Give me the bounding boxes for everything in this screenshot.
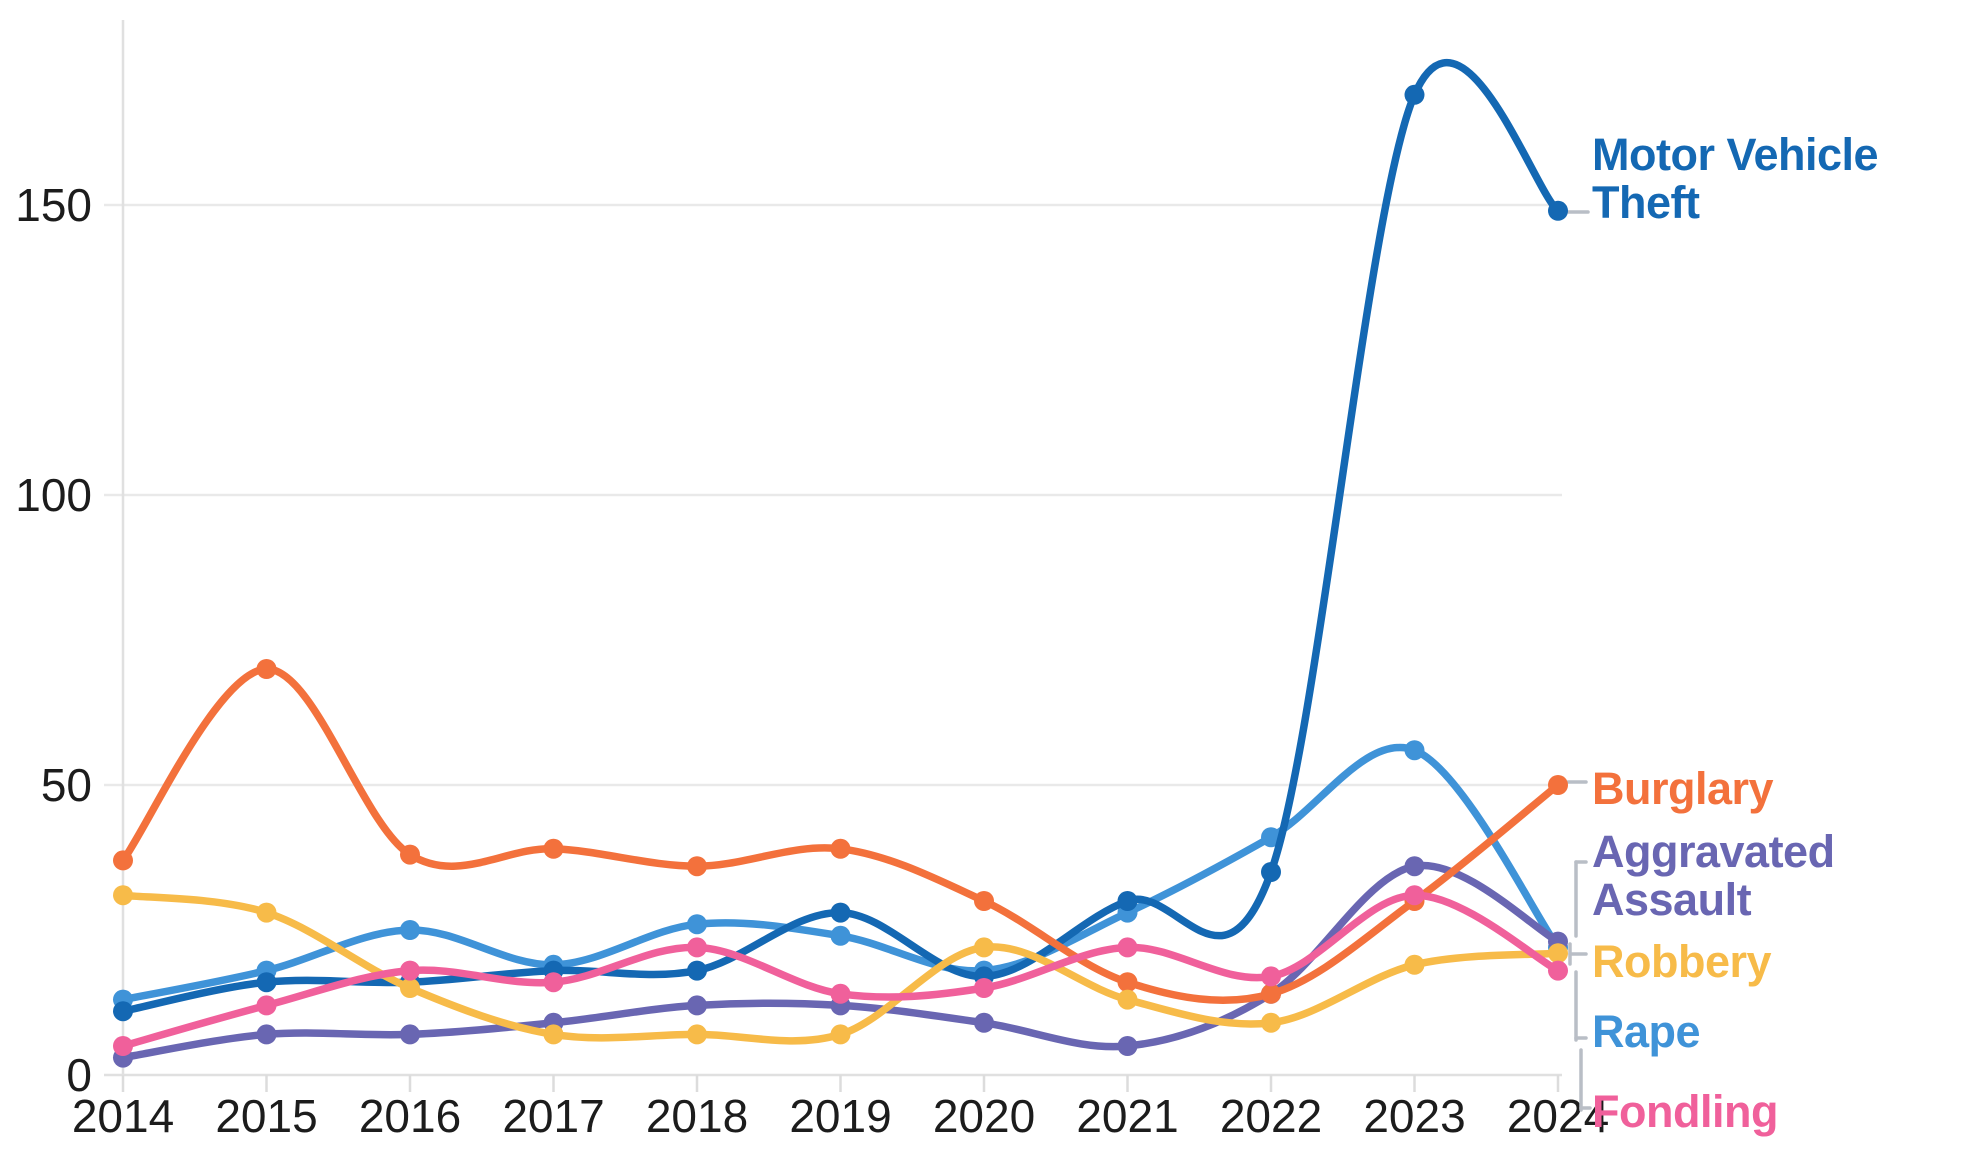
data-point-rape-2023 xyxy=(1404,740,1425,761)
line-rape xyxy=(119,743,1562,1004)
data-point-motor-vehicle-theft-2019 xyxy=(830,902,851,923)
data-point-robbery-2023 xyxy=(1404,954,1425,975)
data-point-aggravated-assault-2016 xyxy=(400,1024,420,1045)
line-aggravated-assault xyxy=(119,861,1562,1062)
y-axis-tick-label-100: 100 xyxy=(15,469,92,521)
data-point-burglary-2015 xyxy=(256,659,277,679)
series-label-burglary: Burglary xyxy=(1592,763,1774,814)
x-axis-tick-label-2017: 2017 xyxy=(502,1090,604,1142)
data-point-robbery-2022 xyxy=(1261,1012,1281,1033)
x-axis-tick-label-2023: 2023 xyxy=(1363,1090,1465,1142)
data-point-robbery-2020 xyxy=(974,937,994,958)
data-point-fondling-2020 xyxy=(974,978,994,998)
data-point-fondling-2021 xyxy=(1117,937,1138,958)
data-point-fondling-2022 xyxy=(1261,966,1281,987)
data-point-motor-vehicle-theft-2022 xyxy=(1261,862,1281,882)
series-label-robbery: Robbery xyxy=(1592,936,1772,987)
data-point-burglary-2020 xyxy=(974,891,994,911)
x-axis-tick-label-2022: 2022 xyxy=(1220,1090,1322,1142)
x-axis-tick-label-2015: 2015 xyxy=(215,1090,317,1142)
data-point-fondling-2019 xyxy=(830,983,851,1004)
x-axis-tick-label-2024: 2024 xyxy=(1507,1090,1609,1142)
data-point-burglary-2017 xyxy=(543,838,564,859)
x-axis-tick-label-2019: 2019 xyxy=(789,1090,891,1142)
data-point-robbery-2016 xyxy=(400,978,420,998)
x-axis-tick-label-2021: 2021 xyxy=(1076,1090,1178,1142)
data-point-aggravated-assault-2021 xyxy=(1117,1036,1138,1056)
data-point-motor-vehicle-theft-2024 xyxy=(1548,200,1568,221)
data-point-fondling-2015 xyxy=(256,995,277,1016)
data-point-rape-2018 xyxy=(687,914,707,935)
data-point-motor-vehicle-theft-2023 xyxy=(1404,84,1425,105)
data-point-rape-2019 xyxy=(830,925,851,946)
data-point-burglary-2021 xyxy=(1117,972,1138,993)
line-burglary xyxy=(119,665,1562,1004)
y-axis-tick-label-150: 150 xyxy=(15,179,92,231)
data-point-fondling-2018 xyxy=(687,937,707,958)
data-point-aggravated-assault-2018 xyxy=(687,995,707,1016)
data-point-fondling-2023 xyxy=(1404,885,1425,906)
data-point-robbery-2014 xyxy=(113,885,133,906)
y-axis-tick-label-50: 50 xyxy=(41,759,92,811)
data-point-motor-vehicle-theft-2021 xyxy=(1117,891,1138,911)
data-point-aggravated-assault-2023 xyxy=(1404,856,1425,877)
data-point-fondling-2016 xyxy=(400,960,420,981)
data-point-motor-vehicle-theft-2018 xyxy=(687,960,707,981)
data-point-robbery-2019 xyxy=(830,1024,851,1045)
x-axis-tick-label-2020: 2020 xyxy=(933,1090,1035,1142)
series-label-rape: Rape xyxy=(1592,1006,1701,1057)
y-axis-tick-label-0: 0 xyxy=(66,1049,92,1101)
data-point-robbery-2021 xyxy=(1117,989,1138,1010)
data-point-burglary-2014 xyxy=(113,850,133,871)
x-axis-tick-label-2018: 2018 xyxy=(646,1090,748,1142)
data-point-motor-vehicle-theft-2015 xyxy=(256,972,277,993)
data-point-burglary-2018 xyxy=(687,856,707,877)
data-point-rape-2022 xyxy=(1261,827,1281,848)
data-point-aggravated-assault-2020 xyxy=(974,1012,994,1033)
x-axis-tick-label-2016: 2016 xyxy=(359,1090,461,1142)
data-point-fondling-2024 xyxy=(1548,960,1568,981)
data-point-fondling-2014 xyxy=(113,1036,133,1056)
x-axis-tick-label-2014: 2014 xyxy=(72,1090,174,1142)
data-point-rape-2016 xyxy=(400,920,420,940)
data-point-burglary-2016 xyxy=(400,844,420,865)
data-point-motor-vehicle-theft-2014 xyxy=(113,1001,133,1022)
data-point-burglary-2024 xyxy=(1548,775,1568,795)
data-point-robbery-2015 xyxy=(256,902,277,923)
series-label-fondling: Fondling xyxy=(1592,1086,1778,1137)
data-point-aggravated-assault-2015 xyxy=(256,1024,277,1045)
data-point-burglary-2022 xyxy=(1261,983,1281,1004)
data-point-robbery-2017 xyxy=(543,1024,564,1045)
series-label-aggravated-assault: Aggravated Assault xyxy=(1592,826,1835,925)
data-point-fondling-2017 xyxy=(543,972,564,993)
data-point-robbery-2024 xyxy=(1548,943,1568,964)
series-label-motor-vehicle-theft: Motor Vehicle Theft xyxy=(1592,129,1879,228)
data-point-burglary-2019 xyxy=(830,838,851,859)
data-point-robbery-2018 xyxy=(687,1024,707,1045)
